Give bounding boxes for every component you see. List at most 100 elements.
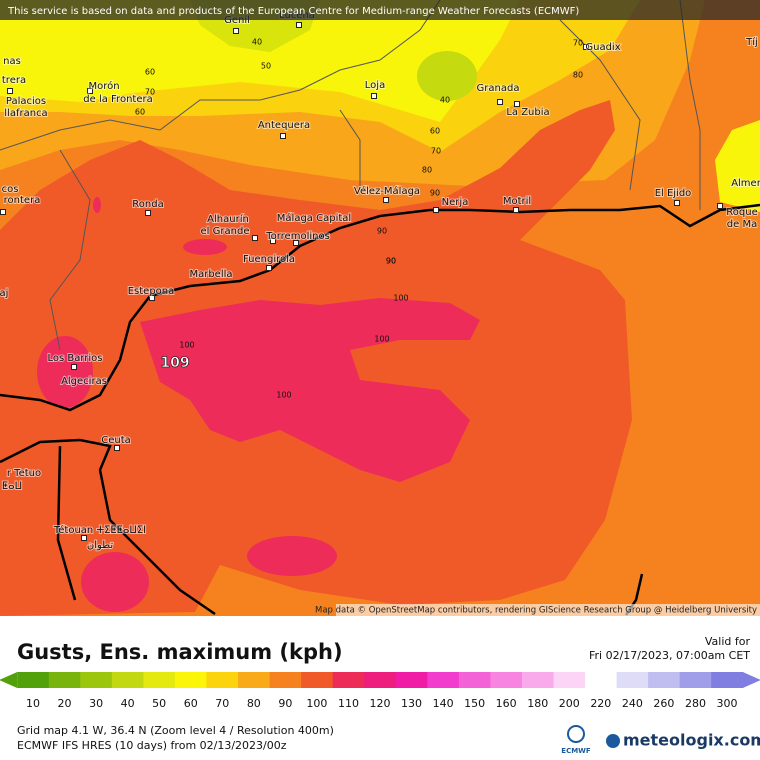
scale-label: 100: [306, 697, 327, 710]
place-label: el Grande: [201, 226, 250, 237]
place-marker: [674, 200, 680, 206]
place-marker: [7, 88, 13, 94]
scale-label: 140: [433, 697, 454, 710]
scale-swatch: [648, 672, 681, 688]
coast: [0, 203, 760, 412]
scale-label: 200: [559, 697, 580, 710]
scale-swatch: [238, 672, 271, 688]
scale-swatch: [206, 672, 239, 688]
map: GenilLucenanastreraMorónde la FronteraPa…: [0, 0, 760, 616]
place-marker: [717, 203, 723, 209]
place-label: rontera: [4, 195, 41, 206]
scale-swatch: [111, 672, 144, 688]
scale-swatch: [711, 672, 744, 688]
place-marker: [149, 295, 155, 301]
place-label: Tétouan ⵜⵉⵟⵟⴰⵡⵉⵏ: [53, 524, 146, 536]
contour-label: 60: [135, 108, 145, 117]
scale-swatch: [364, 672, 397, 688]
ecmwf-logo: ECMWF: [561, 747, 591, 755]
place-marker: [383, 197, 389, 203]
place-marker: [252, 235, 258, 241]
scale-label: 80: [247, 697, 261, 710]
contour-label: 90: [377, 227, 387, 236]
notice-bar: [0, 0, 760, 20]
place-label: trera: [2, 75, 26, 86]
scale-label: 300: [717, 697, 738, 710]
zone-100: [37, 336, 93, 408]
place-label: Los Barrios: [47, 353, 102, 364]
place-label: Algeciras: [61, 376, 107, 387]
place-marker: [514, 101, 520, 107]
contour-label: 100: [276, 391, 291, 400]
place-marker: [433, 207, 439, 213]
ecmwf-icon: [567, 725, 585, 743]
color-scale: 10 20 30 40 50 60 70 80 90 100 110 120 130 140 150 160 1…: [0, 672, 760, 710]
zone-40: [417, 51, 477, 101]
contour-label: 50: [261, 62, 271, 71]
scale-swatch: [332, 672, 365, 688]
place-label: nas: [3, 56, 21, 67]
place-label: Fuengirola: [243, 254, 295, 265]
place-marker: [87, 88, 93, 94]
contour-label: 70: [573, 39, 583, 48]
legend-title: Gusts, Ens. maximum (kph): [17, 640, 343, 664]
scale-label: 150: [464, 697, 485, 710]
scale-swatch: [616, 672, 649, 688]
place-label: Loja: [365, 80, 385, 91]
valid-label: Valid for: [705, 635, 751, 648]
place-label: La Zubia: [506, 107, 549, 118]
scale-end: [742, 672, 760, 688]
place-label: aj: [0, 288, 8, 299]
scale-swatch: [48, 672, 81, 688]
contour-label: 90: [386, 257, 396, 266]
scale-label: 240: [622, 697, 643, 710]
zone-60: [0, 0, 520, 122]
place-label: Morón: [88, 80, 119, 92]
model-info: ECMWF IFS HRES (10 days) from 02/13/2023…: [17, 739, 287, 752]
contour-label: 40: [252, 38, 262, 47]
place-label: Estepona: [128, 286, 175, 297]
place-label: Vélez-Málaga: [354, 185, 420, 197]
scale-label: 120: [370, 697, 391, 710]
place-marker: [270, 238, 276, 244]
contour-label: 100: [179, 341, 194, 350]
scale-label: 40: [121, 697, 135, 710]
place-marker: [233, 28, 239, 34]
max-label: 109: [160, 355, 189, 371]
contour-label: 70: [431, 147, 441, 156]
scale-swatch: [174, 672, 207, 688]
place-marker: [114, 445, 120, 451]
scale-swatch: [553, 672, 586, 688]
scale-swatch: [301, 672, 334, 688]
place-label: El Ejido: [655, 188, 692, 199]
scale-label: 260: [653, 697, 674, 710]
place-marker: [0, 209, 6, 215]
place-marker: [81, 535, 87, 541]
place-label: Almer: [731, 178, 760, 189]
place-marker: [280, 133, 286, 139]
place-label: Alhaurín: [207, 213, 249, 225]
contour-label: 90: [386, 257, 396, 266]
place-marker: [145, 210, 151, 216]
place-marker: [71, 364, 77, 370]
place-label: Palacios: [6, 96, 46, 107]
coast: [0, 438, 216, 616]
scale-swatch: [521, 672, 554, 688]
scale-swatch: [490, 672, 523, 688]
zone-100: [183, 239, 227, 255]
scale-label: 90: [278, 697, 292, 710]
scale-label: 280: [685, 697, 706, 710]
scale-swatch: [679, 672, 712, 688]
scale-swatch: [427, 672, 460, 688]
scale-label: 50: [152, 697, 166, 710]
place-marker: [293, 240, 299, 246]
place-label: de Ma: [727, 219, 757, 230]
scale-label: 10: [26, 697, 40, 710]
attribution: Map data © OpenStreetMap contributors, r…: [315, 606, 757, 616]
attribution-bg: [336, 604, 760, 616]
place-label: Marbella: [189, 269, 232, 280]
brand-icon: [606, 734, 620, 748]
brand: meteologix.com: [623, 731, 760, 750]
scale-swatch: [458, 672, 491, 688]
place-label: llafranca: [4, 108, 47, 119]
